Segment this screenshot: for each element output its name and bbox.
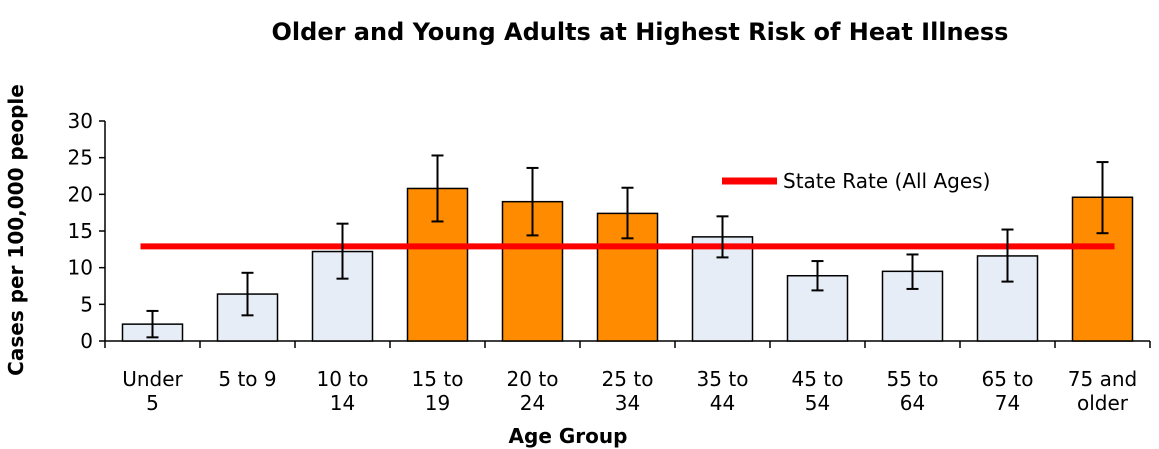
error-bar — [1001, 228, 1014, 283]
y-tick-label: 0 — [80, 329, 93, 353]
x-tick-label: 15 to 19 — [412, 367, 464, 415]
error-bar — [906, 253, 919, 290]
legend-label-state-rate: State Rate (All Ages) — [783, 169, 990, 193]
x-tick-label: 20 to 24 — [507, 367, 559, 415]
chart-title: Older and Young Adults at Highest Risk o… — [272, 18, 1009, 46]
y-tick-label: 30 — [68, 109, 93, 133]
error-bar — [621, 186, 634, 240]
error-bar — [716, 215, 729, 259]
x-tick-label: 35 to 44 — [697, 367, 749, 415]
y-tick-label: 10 — [68, 256, 93, 280]
error-bar — [431, 154, 444, 223]
x-tick-label: Under 5 — [122, 367, 183, 415]
error-bar — [1096, 161, 1109, 235]
y-tick-label: 20 — [68, 182, 93, 206]
error-bar — [241, 271, 254, 317]
y-tick-label: 25 — [68, 146, 93, 170]
x-tick-label: 25 to 34 — [602, 367, 654, 415]
x-tick-label: 55 to 64 — [887, 367, 939, 415]
error-bar — [526, 166, 539, 237]
x-tick-label: 45 to 54 — [792, 367, 844, 415]
x-tick-label: 10 to 14 — [317, 367, 369, 415]
error-bar — [146, 309, 159, 339]
x-tick-label: 5 to 9 — [218, 367, 276, 391]
y-axis-title: Cases per 100,000 people — [4, 84, 28, 376]
x-tick-label: 65 to 74 — [982, 367, 1034, 415]
x-axis-title: Age Group — [509, 424, 628, 448]
error-bar — [336, 222, 349, 280]
error-bar — [811, 260, 824, 292]
y-tick-label: 15 — [68, 219, 93, 243]
y-tick-label: 5 — [80, 292, 93, 316]
legend: State Rate (All Ages) — [722, 169, 990, 193]
plot-area: 0 5 10 15 20 25 30 Under 5 5 to 9 10 to 14 15 to 19 20… — [68, 109, 1151, 415]
x-tick-label: 75 and older — [1068, 367, 1137, 415]
